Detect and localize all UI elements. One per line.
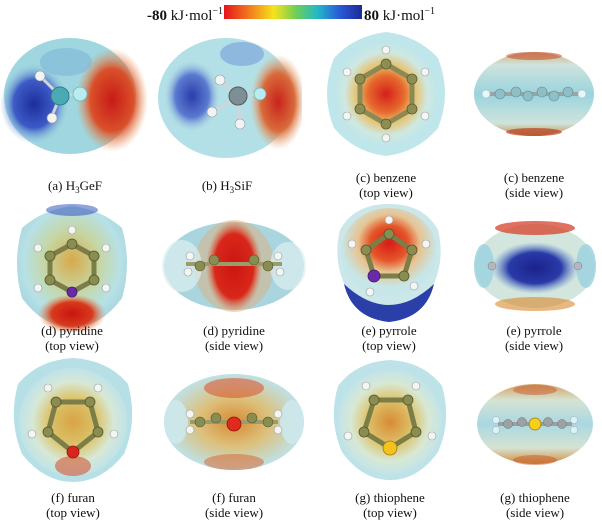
panel-furan-top xyxy=(4,354,142,486)
esp-surface-furan-top xyxy=(13,358,133,482)
scale-gradient-bar xyxy=(224,5,362,19)
scale-max-label: 80 kJ·mol−1 xyxy=(364,6,436,24)
esp-surface-pyrrole-top xyxy=(337,204,441,322)
panel-benzene-side xyxy=(470,46,598,142)
scale-min-label: -80 kJ·mol−1 xyxy=(147,6,224,24)
caption-pyrrole-side: (e) pyrrole (side view) xyxy=(504,323,564,353)
color-scale: -80 kJ·mol−1 80 kJ·mol−1 xyxy=(0,2,602,24)
esp-surface-pyridine-side xyxy=(162,220,306,312)
caption-h3gef: (a) H3GeF xyxy=(48,178,102,195)
panel-pyrrole-top xyxy=(330,200,448,326)
caption-h3sif: (b) H3SiF xyxy=(201,178,253,195)
caption-pyrrole-top: (e) pyrrole (top view) xyxy=(361,323,417,353)
panel-benzene-top xyxy=(318,28,454,160)
panel-pyrrole-side xyxy=(472,218,598,314)
esp-surface-benzene-side xyxy=(474,52,594,136)
caption-furan-top: (f) furan (top view) xyxy=(46,490,100,520)
esp-surface-thiophene-top xyxy=(333,360,447,480)
panel-furan-side xyxy=(160,368,308,476)
panel-thiophene-side xyxy=(474,380,596,468)
panel-thiophene-top xyxy=(324,356,456,484)
esp-surface-furan-side xyxy=(164,374,304,470)
panel-h3gef xyxy=(0,20,150,170)
esp-surface-benzene-top xyxy=(327,32,445,156)
esp-surface-h3sif xyxy=(158,38,302,158)
esp-surface-h3gef xyxy=(0,38,148,154)
caption-pyridine-top: (d) pyridine (top view) xyxy=(41,323,103,353)
esp-surface-thiophene-side xyxy=(477,384,593,465)
esp-surface-pyridine-top xyxy=(17,204,127,332)
caption-pyridine-side: (d) pyridine (side view) xyxy=(203,323,265,353)
caption-thiophene-side: (g) thiophene (side view) xyxy=(500,490,570,520)
caption-benzene-top: (c) benzene (top view) xyxy=(355,170,417,200)
caption-benzene-side: (c) benzene (side view) xyxy=(503,170,565,200)
panel-pyridine-top xyxy=(10,202,134,332)
esp-surface-pyrrole-side xyxy=(474,221,596,311)
caption-furan-side: (f) furan (side view) xyxy=(204,490,264,520)
caption-thiophene-top: (g) thiophene (top view) xyxy=(355,490,425,520)
panel-h3sif xyxy=(152,20,302,170)
panel-pyridine-side xyxy=(160,214,308,318)
